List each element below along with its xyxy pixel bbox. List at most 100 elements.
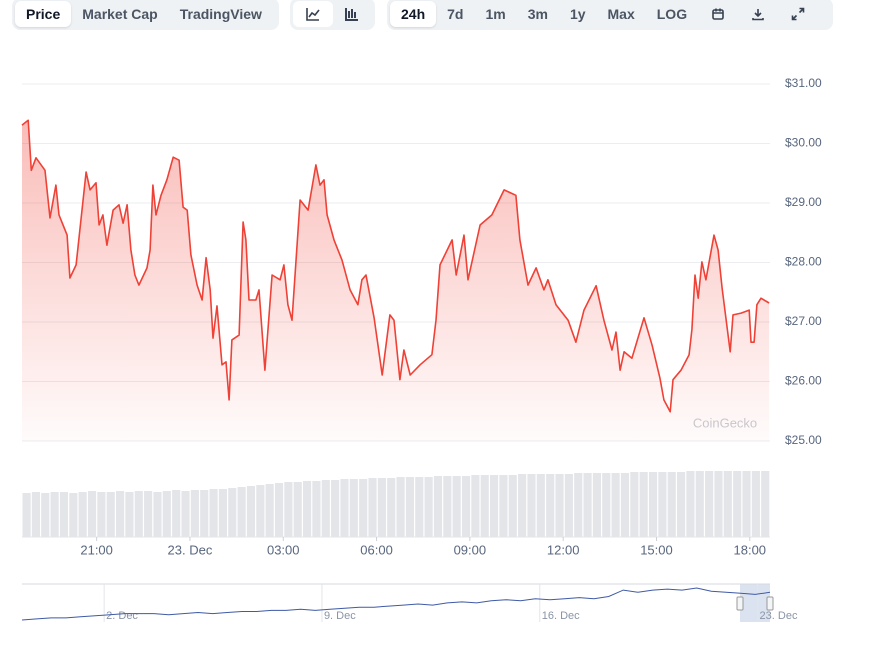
tab-button[interactable]: 3m (527, 6, 548, 22)
volume-bar (433, 476, 443, 537)
volume-bar (611, 473, 620, 537)
volume-bar (443, 476, 452, 537)
volume-bar (190, 490, 199, 537)
volume-bar (41, 493, 50, 537)
volume-bar (368, 478, 377, 537)
x-tick-label: 09:00 (454, 542, 487, 557)
tab-button[interactable]: 7d (447, 6, 464, 22)
volume-bar (237, 487, 246, 537)
volume-bar (396, 477, 405, 537)
volume-bar (246, 486, 256, 537)
volume-bar (602, 473, 611, 537)
volume-bar (153, 492, 162, 537)
x-tick-label: 15:00 (640, 542, 673, 557)
tab-button[interactable]: 1m (485, 6, 506, 22)
x-tick-label: 23. Dec (168, 542, 213, 557)
volume-bar (564, 474, 573, 537)
volume-bar (723, 471, 732, 537)
volume-bar (677, 472, 686, 537)
volume-bar (284, 482, 293, 537)
volume-bar (705, 471, 714, 537)
volume-bar (312, 481, 321, 537)
tab-button[interactable]: 1y (569, 6, 586, 22)
tab-button[interactable]: LOG (656, 6, 688, 22)
x-tick-label: 06:00 (360, 542, 393, 557)
volume-bar (658, 472, 667, 537)
fullscreen-button[interactable] (778, 1, 818, 27)
tab-button[interactable]: 24h (390, 1, 437, 27)
volume-bar (546, 474, 555, 537)
volume-bar (527, 474, 536, 537)
volume-bar (415, 477, 424, 537)
volume-bar (714, 471, 723, 537)
volume-bar (50, 492, 59, 537)
navigator-tick-label: 9. Dec (324, 610, 356, 622)
line-icon (305, 8, 320, 21)
volume-bar (228, 488, 237, 537)
x-tick-label: 12:00 (547, 542, 580, 557)
volume-bar (22, 493, 31, 537)
volume-bar (667, 472, 676, 537)
volume-bar (303, 481, 312, 537)
y-tick-label: $26.00 (785, 374, 822, 388)
navigator-tick-label: 2. Dec (106, 610, 138, 622)
volume-bar (359, 479, 368, 537)
x-tick-label: 18:00 (734, 542, 767, 557)
volume-bar (162, 491, 171, 537)
volume-bar (200, 490, 209, 537)
volume-bar (69, 493, 78, 537)
volume-bar (686, 471, 695, 537)
candle-chart-button[interactable] (333, 1, 373, 27)
volume-bar (321, 480, 330, 537)
volume-bar (377, 478, 386, 537)
volume-bar (265, 484, 274, 537)
volume-bar (274, 483, 284, 537)
volume-bar (256, 485, 265, 537)
volume-bar (452, 476, 461, 537)
volume-bar (499, 475, 508, 537)
volume-bar (490, 475, 499, 537)
volume-bar (172, 490, 181, 537)
navigator-handle (736, 596, 744, 611)
volume-bar (574, 473, 583, 537)
navigator-tick-label: 16. Dec (542, 610, 580, 622)
candle-icon (345, 8, 359, 21)
volume-bar (59, 492, 69, 537)
volume-bar (209, 489, 218, 537)
volume-bar (518, 474, 527, 537)
view-tabs: Price Market Cap TradingView (12, 0, 279, 30)
volume-bar (293, 482, 302, 537)
volume-bar (87, 491, 97, 537)
volume-bar (620, 473, 630, 537)
volume-bar (405, 477, 414, 537)
volume-bar (125, 492, 134, 537)
volume-bar (742, 471, 751, 537)
volume-bar (648, 472, 658, 537)
volume-bar (480, 475, 489, 537)
tab-button[interactable]: Market Cap (82, 6, 158, 22)
volume-bar (144, 491, 153, 537)
tab-button[interactable]: Price (15, 1, 72, 27)
volume-bar (471, 475, 480, 537)
y-tick-label: $30.00 (785, 136, 822, 150)
download-button[interactable] (738, 1, 778, 27)
icon (791, 7, 805, 21)
icon (752, 9, 764, 21)
volume-bar (340, 479, 349, 537)
range-tabs: 24h 7d 1m 3m 1y Max LOG (387, 0, 833, 30)
volume-bar (508, 475, 517, 537)
volume-bar (349, 479, 358, 537)
calendar-button[interactable] (698, 1, 738, 27)
volume-bar (583, 473, 592, 537)
volume-bar (733, 471, 742, 537)
chart-style-tabs (290, 0, 375, 30)
x-tick-label: 03:00 (267, 542, 300, 557)
navigator-selection (740, 584, 770, 622)
y-tick-label: $25.00 (785, 433, 822, 447)
line-chart-button[interactable] (293, 1, 333, 27)
tab-button[interactable]: Max (607, 6, 635, 22)
tab-button[interactable]: TradingView (179, 6, 262, 22)
icon (712, 8, 724, 20)
